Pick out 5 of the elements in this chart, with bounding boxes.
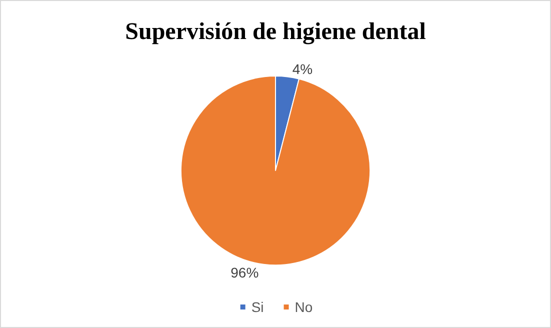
chart-title: Supervisión de higiene dental xyxy=(125,19,426,45)
data-label: 96% xyxy=(230,264,259,280)
legend-label: Si xyxy=(251,299,264,315)
data-label: 4% xyxy=(292,60,313,77)
legend-label: No xyxy=(294,299,313,315)
